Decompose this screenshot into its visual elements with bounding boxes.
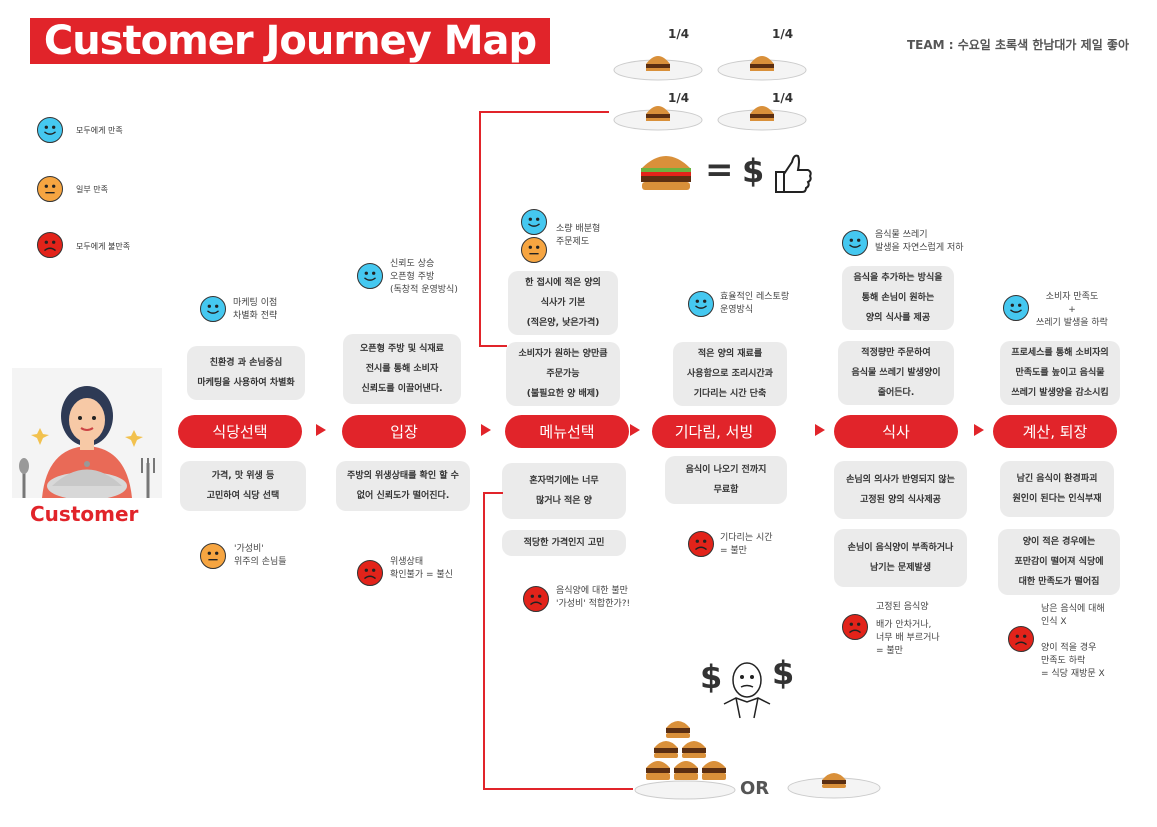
fraction-label: 1/4 xyxy=(668,91,690,105)
dissatisfied-face-icon xyxy=(1008,626,1034,652)
stage3-negative-box-2: 적당한 가격인지 고민 xyxy=(502,530,626,556)
page-title: Customer Journey Map xyxy=(30,18,550,64)
neutral-face-icon xyxy=(521,237,547,263)
dissatisfied-face-icon xyxy=(523,586,549,612)
stage3-negative-box-1: 혼자먹기에는 너무 많거나 적은 양 xyxy=(502,463,626,519)
stage5-negative-box-2: 손님이 음식양이 부족하거나 남기는 문제발생 xyxy=(834,529,967,587)
stage-entry: 입장 xyxy=(342,415,466,448)
stage6-negative-box-1: 남긴 음식이 환경파괴 원인이 된다는 인식부재 xyxy=(1000,461,1114,517)
stage-arrow xyxy=(481,424,491,436)
stage3-positive-note: 소량 배분형 주문제도 xyxy=(556,224,601,247)
dollar-sign: $ xyxy=(700,658,723,696)
stage2-negative-box: 주방의 위생상태를 확인 할 수 없어 신뢰도가 떨어진다. xyxy=(336,461,470,511)
stage-checkout-exit: 계산, 퇴장 xyxy=(993,415,1117,448)
satisfied-face-icon xyxy=(688,291,714,317)
stage-arrow xyxy=(815,424,825,436)
stage5-negative-note-title: 고정된 음식양 xyxy=(876,602,929,612)
burger-icon xyxy=(641,156,691,190)
dissatisfied-face-icon xyxy=(37,232,63,258)
satisfied-face-icon xyxy=(842,230,868,256)
dissatisfied-face-icon xyxy=(842,614,868,640)
connector-line xyxy=(483,492,503,494)
legend-satisfied-label: 모두에게 만족 xyxy=(76,126,123,135)
dissatisfied-face-icon xyxy=(357,560,383,586)
stage1-negative-box: 가격, 맛 위생 등 고민하여 식당 선택 xyxy=(180,461,306,511)
stage6-negative-note: 남은 음식에 대해 인식 X 양이 적을 경우 만족도 하락 = 식당 재방문 … xyxy=(1041,604,1105,679)
stage5-positive-box-1: 음식을 추가하는 방식을 통해 손님이 원하는 양의 식사를 제공 xyxy=(842,266,954,330)
legend-dissatisfied-label: 모두에게 불만족 xyxy=(76,242,131,251)
stage2-negative-note: 위생상태 확인불가 = 불신 xyxy=(390,557,453,580)
stage5-positive-box-2: 적정량만 주문하여 음식물 쓰레기 발생양이 줄어든다. xyxy=(838,341,954,405)
quarter-burger-plates-icon xyxy=(613,56,807,131)
stage5-negative-box-1: 손님의 의사가 반영되지 않는 고정된 양의 식사제공 xyxy=(834,461,967,519)
stage-menu-selection: 메뉴선택 xyxy=(505,415,629,448)
stage4-negative-box: 음식이 나오기 전까지 무료함 xyxy=(665,456,787,504)
stage-arrow xyxy=(974,424,984,436)
stage3-negative-note: 음식양에 대한 불만 '가성비' 적합한가?! xyxy=(556,586,631,609)
satisfied-face-icon xyxy=(1003,295,1029,321)
stage-arrow xyxy=(630,424,640,436)
stage4-positive-note: 효율적인 레스토랑 운영방식 xyxy=(720,292,790,315)
connector-line xyxy=(479,345,507,347)
fraction-label: 1/4 xyxy=(668,27,690,41)
equals-sign: = xyxy=(705,150,734,190)
stacked-burgers-icon xyxy=(634,721,736,800)
stage-waiting-serving: 기다림, 서빙 xyxy=(652,415,776,448)
stage6-positive-note: 소비자 만족도 + 쓰레기 발생을 하락 xyxy=(1036,292,1108,328)
stage-meal: 식사 xyxy=(834,415,958,448)
stage5-positive-note: 음식물 쓰레기 발생을 자연스럽게 저하 xyxy=(875,230,964,253)
connector-line xyxy=(479,111,609,113)
connector-line xyxy=(479,111,481,347)
fraction-label: 1/4 xyxy=(772,27,794,41)
stage3-positive-box-2: 소비자가 원하는 양만큼 주문가능 (불필요한 양 배제) xyxy=(506,342,620,406)
satisfied-face-icon xyxy=(200,296,226,322)
or-label: OR xyxy=(740,778,770,799)
stage5-negative-note: 배가 안차거나, 너무 배 부르거나 = 불만 xyxy=(876,620,940,656)
stage6-negative-box-2: 양이 적은 경우에는 포만감이 떨어져 식당에 대한 만족도가 떨어짐 xyxy=(998,529,1120,595)
stage4-positive-box: 적은 양의 재료를 사용함으로 조리시간과 기다리는 시간 단축 xyxy=(673,342,787,406)
satisfied-face-icon xyxy=(521,209,547,235)
satisfied-face-icon xyxy=(357,263,383,289)
connector-line xyxy=(483,788,633,790)
stage-arrow xyxy=(316,424,326,436)
fraction-label: 1/4 xyxy=(772,91,794,105)
thumbs-up-icon xyxy=(775,154,812,193)
shrug-face-icon xyxy=(723,662,771,719)
stage-restaurant-selection: 식당선택 xyxy=(178,415,302,448)
stage1-positive-note: 마케팅 이점 차별화 전략 xyxy=(233,298,278,321)
connector-line xyxy=(483,492,485,790)
dollar-sign: $ xyxy=(742,152,765,190)
customer-label: Customer xyxy=(30,502,139,526)
neutral-face-icon xyxy=(37,176,63,202)
legend-partial-label: 일부 만족 xyxy=(76,185,108,194)
satisfied-face-icon xyxy=(37,117,63,143)
stage1-positive-box: 친환경 과 손님중심 마케팅을 사용하여 차별화 xyxy=(187,346,305,400)
stage2-positive-note: 신뢰도 상승 오픈형 주방 (독창적 운영방식) xyxy=(390,259,458,295)
stage2-positive-box: 오픈형 주방 및 식재료 전시를 통해 소비자 신뢰도를 이끌어낸다. xyxy=(343,334,461,404)
team-label: TEAM : 수요일 초록색 한남대가 제일 좋아 xyxy=(906,38,1129,52)
neutral-face-icon xyxy=(200,543,226,569)
stage1-negative-note: '가성비' 위주의 손님들 xyxy=(234,544,287,567)
stage6-positive-box: 프로세스를 통해 소비자의 만족도를 높이고 음식물 쓰레기 발생양을 감소시킴 xyxy=(1000,341,1120,405)
customer-illustration xyxy=(12,368,162,500)
dollar-sign: $ xyxy=(772,654,795,692)
single-burger-plate-icon xyxy=(787,773,881,799)
dissatisfied-face-icon xyxy=(688,531,714,557)
stage3-positive-box-1: 한 접시에 적은 양의 식사가 기본 (적은양, 낮은가격) xyxy=(508,271,618,335)
stage4-negative-note: 기다리는 시간 = 불만 xyxy=(720,533,773,556)
